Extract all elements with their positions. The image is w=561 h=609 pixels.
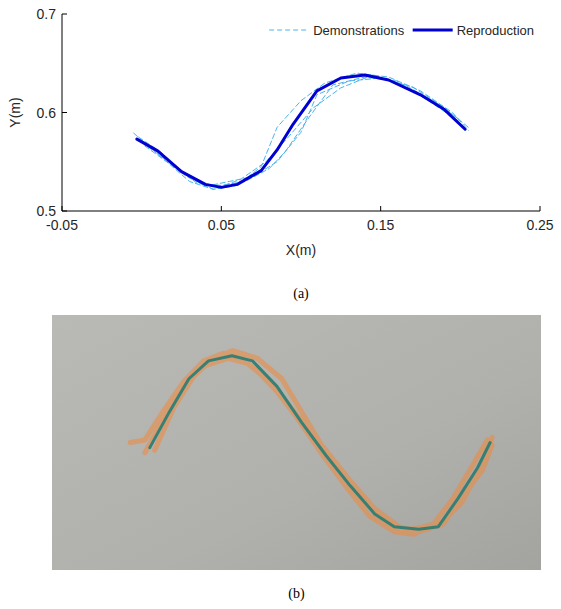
y-tick bbox=[62, 112, 67, 113]
panel-caption: (b) bbox=[288, 586, 305, 602]
y-tick bbox=[62, 14, 67, 15]
x-tick-label: 0.15 bbox=[367, 217, 394, 233]
series-line bbox=[137, 75, 465, 187]
plot-area bbox=[134, 73, 469, 189]
x-tick bbox=[540, 206, 541, 211]
plot-area bbox=[130, 351, 492, 535]
x-tick bbox=[62, 206, 63, 211]
y-tick-label: 0.6 bbox=[37, 105, 57, 121]
series-line bbox=[150, 356, 490, 529]
photo-background bbox=[52, 315, 541, 570]
legend-swatch bbox=[269, 30, 309, 31]
x-tick bbox=[380, 206, 381, 211]
x-tick-label: 0.05 bbox=[208, 217, 235, 233]
legend-label: Reproduction bbox=[457, 23, 534, 38]
x-axis-title: X(m) bbox=[286, 242, 316, 258]
y-tick-label: 0.5 bbox=[37, 203, 57, 219]
series-line bbox=[134, 73, 469, 189]
y-tick bbox=[62, 211, 67, 212]
x-axis bbox=[62, 211, 540, 212]
series-line bbox=[130, 351, 492, 535]
legend-swatch bbox=[413, 29, 453, 32]
x-tick-label: -0.05 bbox=[46, 217, 78, 233]
y-tick-label: 0.7 bbox=[37, 6, 57, 22]
x-tick-label: 0.25 bbox=[526, 217, 553, 233]
legend: Reproduction Demonstrations bbox=[269, 23, 534, 38]
legend-label: Demonstrations bbox=[313, 23, 405, 38]
panel-caption: (a) bbox=[293, 286, 309, 302]
x-tick bbox=[221, 206, 222, 211]
y-axis-title: Y(m) bbox=[7, 97, 23, 127]
figure: -0.05 0.05 0.15 0.25 0.5 0.6 0.7 X(m) Y(m) Reprod… bbox=[0, 0, 561, 609]
